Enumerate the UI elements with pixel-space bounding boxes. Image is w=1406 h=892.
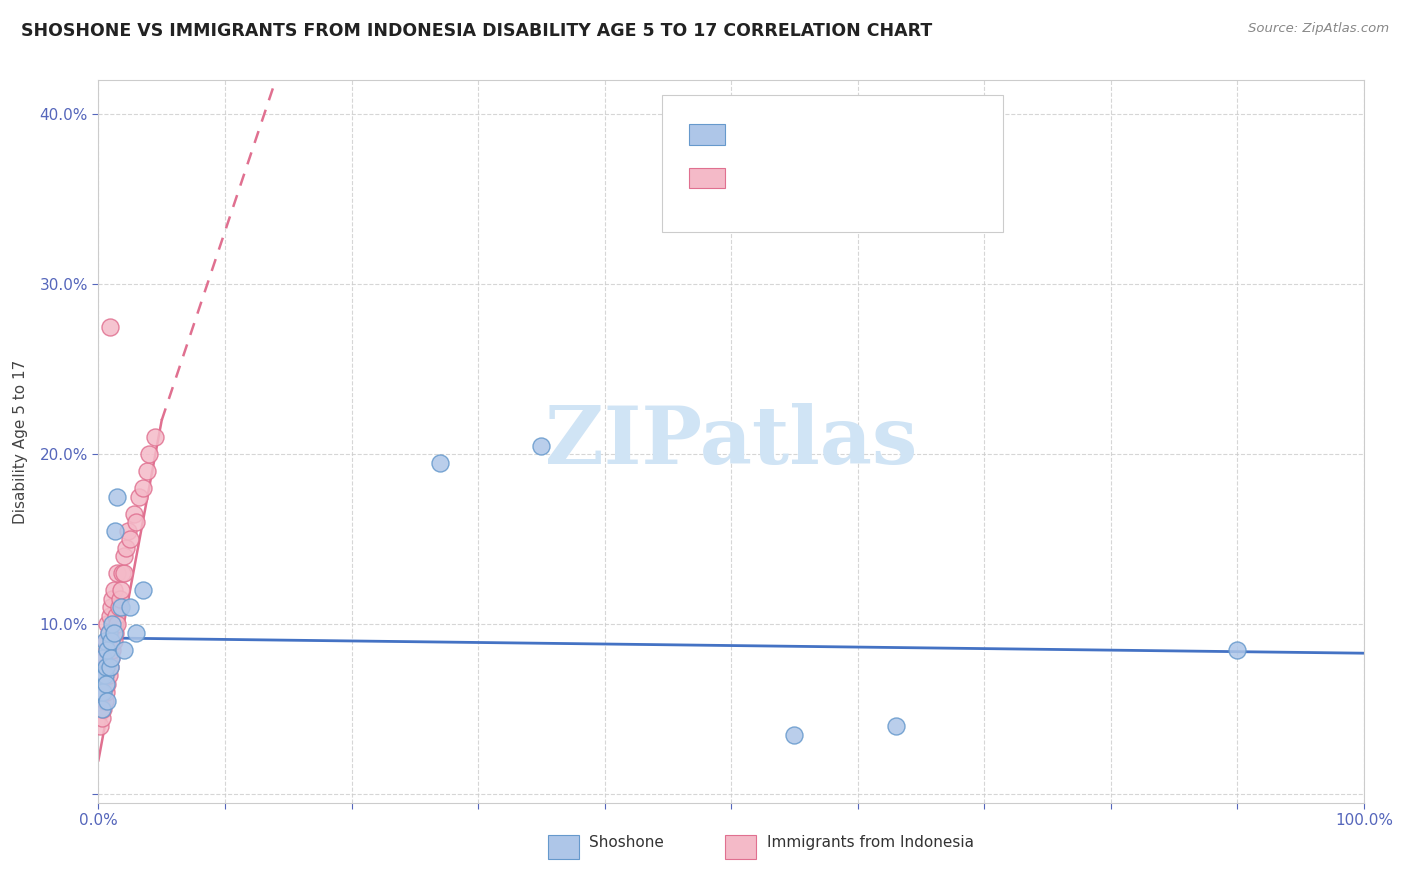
Point xyxy=(111,566,134,581)
Point xyxy=(132,583,155,598)
Point xyxy=(91,677,114,691)
Point xyxy=(115,541,138,555)
Point xyxy=(96,677,118,691)
Point xyxy=(97,668,120,682)
Point xyxy=(90,668,112,682)
Text: R =  -0.060   N = 29: R = -0.060 N = 29 xyxy=(740,127,932,142)
Point xyxy=(107,600,129,615)
Point xyxy=(1226,642,1249,657)
Point xyxy=(125,625,148,640)
Text: ZIPatlas: ZIPatlas xyxy=(546,402,917,481)
Point xyxy=(93,634,117,648)
Point xyxy=(97,625,120,640)
FancyBboxPatch shape xyxy=(725,835,756,859)
Point xyxy=(101,617,124,632)
Point xyxy=(783,728,806,742)
Point xyxy=(93,651,117,665)
Point xyxy=(122,507,145,521)
Text: R =   0.696   N = 47: R = 0.696 N = 47 xyxy=(740,170,932,186)
Point xyxy=(104,524,127,538)
Point xyxy=(96,617,118,632)
Text: Shoshone: Shoshone xyxy=(589,835,664,850)
Text: SHOSHONE VS IMMIGRANTS FROM INDONESIA DISABILITY AGE 5 TO 17 CORRELATION CHART: SHOSHONE VS IMMIGRANTS FROM INDONESIA DI… xyxy=(21,22,932,40)
Point xyxy=(107,490,129,504)
Point xyxy=(94,685,117,699)
Point xyxy=(98,319,121,334)
Point xyxy=(93,660,115,674)
Point xyxy=(110,583,132,598)
Point xyxy=(94,634,117,648)
Point xyxy=(120,600,141,615)
Point xyxy=(96,642,118,657)
Point xyxy=(90,702,112,716)
Point xyxy=(98,660,121,674)
Point xyxy=(94,660,117,674)
Point xyxy=(105,608,128,623)
Y-axis label: Disability Age 5 to 17: Disability Age 5 to 17 xyxy=(14,359,28,524)
Point xyxy=(108,591,131,606)
Point xyxy=(89,719,111,733)
Point xyxy=(530,439,553,453)
Point xyxy=(94,677,117,691)
Point xyxy=(93,685,115,699)
FancyBboxPatch shape xyxy=(689,124,725,145)
Point xyxy=(110,600,132,615)
Point xyxy=(96,694,118,708)
Point xyxy=(91,702,114,716)
FancyBboxPatch shape xyxy=(661,95,1004,232)
Point xyxy=(100,600,122,615)
Point xyxy=(117,524,139,538)
Point xyxy=(132,481,155,495)
Point xyxy=(90,685,112,699)
Point xyxy=(89,685,111,699)
Point xyxy=(103,625,125,640)
Point xyxy=(100,651,122,665)
Point xyxy=(91,668,114,682)
Point xyxy=(98,608,121,623)
Point xyxy=(91,711,114,725)
Point xyxy=(100,651,122,665)
Point xyxy=(125,516,148,530)
Point xyxy=(96,642,118,657)
Point xyxy=(145,430,166,444)
FancyBboxPatch shape xyxy=(547,835,579,859)
Point xyxy=(93,702,115,716)
Point xyxy=(100,634,122,648)
Point xyxy=(103,583,125,598)
Point xyxy=(93,694,117,708)
Point xyxy=(135,464,157,478)
Point xyxy=(103,634,125,648)
Point xyxy=(93,651,115,665)
Point xyxy=(98,660,121,674)
Point xyxy=(884,719,907,733)
Point xyxy=(120,533,141,547)
Point xyxy=(429,456,451,470)
Text: Source: ZipAtlas.com: Source: ZipAtlas.com xyxy=(1249,22,1389,36)
Point xyxy=(107,617,129,632)
Point xyxy=(138,447,160,461)
Point xyxy=(101,591,124,606)
Text: Immigrants from Indonesia: Immigrants from Indonesia xyxy=(766,835,973,850)
Point xyxy=(107,566,129,581)
Point xyxy=(101,642,124,657)
Point xyxy=(128,490,150,504)
Point xyxy=(112,566,135,581)
Point xyxy=(97,625,120,640)
Point xyxy=(112,549,135,564)
Point xyxy=(94,660,117,674)
Point xyxy=(104,625,127,640)
Point xyxy=(93,668,117,682)
Point xyxy=(112,642,135,657)
FancyBboxPatch shape xyxy=(689,168,725,188)
